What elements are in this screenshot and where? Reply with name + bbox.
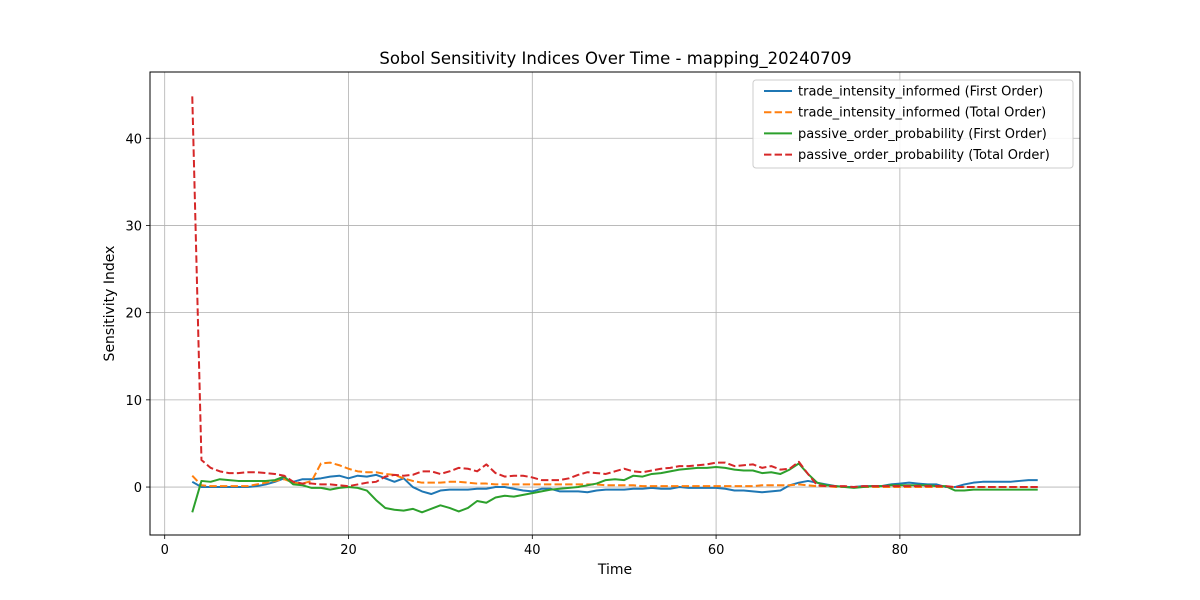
y-tick-label: 10 xyxy=(125,394,142,409)
y-axis-label: Sensitivity Index xyxy=(102,246,118,362)
series-line-4 xyxy=(191,96,1038,489)
chart-title: Sobol Sensitivity Indices Over Time - ma… xyxy=(379,49,851,69)
legend-box xyxy=(752,79,1074,169)
legend: trade_intensity_informed (First Order) tr… xyxy=(752,79,1074,169)
legend-label: passive_order_probability (First Order) xyxy=(798,127,1047,142)
legend-label: passive_order_probability (Total Order) xyxy=(798,148,1050,163)
series-lines xyxy=(191,96,1038,514)
y-tick-label: 0 xyxy=(134,481,142,496)
axis-ticks: 0 20 40 60 80 0 10 20 30 40 xyxy=(125,132,908,558)
x-tick-label: 60 xyxy=(708,543,725,558)
x-tick-label: 0 xyxy=(161,543,169,558)
legend-label: trade_intensity_informed (First Order) xyxy=(798,85,1043,100)
series-line-1 xyxy=(191,473,1038,496)
y-tick-label: 40 xyxy=(125,132,142,147)
x-tick-label: 40 xyxy=(524,543,541,558)
x-axis-label: Time xyxy=(597,562,632,578)
x-tick-label: 20 xyxy=(340,543,357,558)
x-tick-label: 80 xyxy=(892,543,909,558)
y-tick-label: 20 xyxy=(125,307,142,322)
plot-frame xyxy=(149,71,1081,536)
legend-label: trade_intensity_informed (Total Order) xyxy=(798,106,1046,121)
y-tick-label: 30 xyxy=(125,219,142,234)
